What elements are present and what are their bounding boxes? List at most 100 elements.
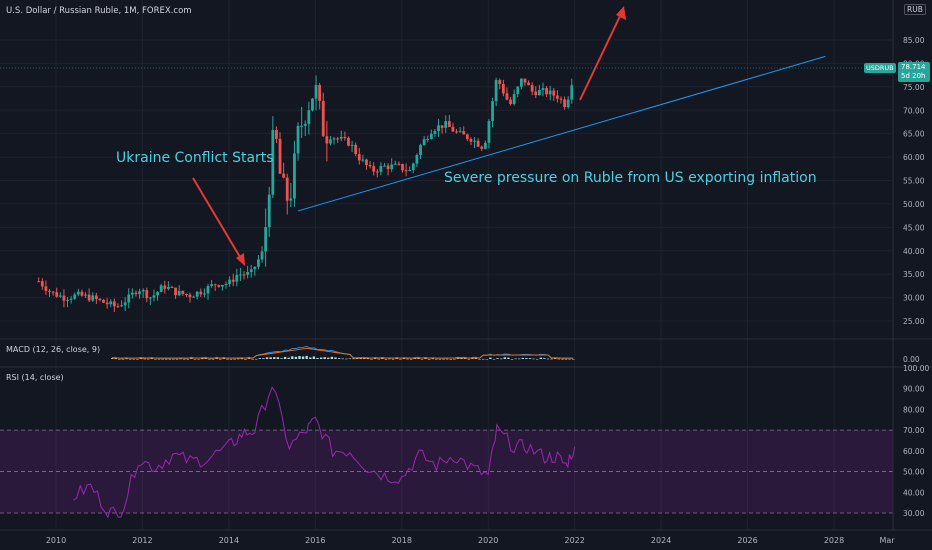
macd-histogram-bar bbox=[424, 358, 427, 359]
candle-body bbox=[361, 159, 365, 161]
candle-body bbox=[329, 139, 332, 144]
rsi-label[interactable]: RSI (14, close) bbox=[6, 373, 64, 382]
macd-histogram-bar bbox=[118, 359, 121, 360]
macd-zero-label: 0.00 bbox=[903, 355, 920, 364]
macd-histogram-bar bbox=[136, 358, 139, 360]
candle-body bbox=[541, 88, 545, 91]
candle-body bbox=[145, 290, 149, 299]
candle-body bbox=[102, 299, 105, 303]
macd-histogram-bar bbox=[554, 358, 557, 360]
y-tick-label: 75.00 bbox=[903, 83, 925, 92]
macd-histogram-bar bbox=[319, 357, 323, 359]
candle-body bbox=[465, 134, 469, 139]
candle-body bbox=[257, 259, 260, 267]
candle-body bbox=[458, 131, 462, 133]
x-tick-label: 2024 bbox=[651, 536, 671, 545]
candle-body bbox=[120, 305, 123, 307]
candle-body bbox=[307, 110, 311, 124]
candle-body bbox=[311, 98, 314, 111]
candle-body bbox=[116, 306, 120, 308]
candle-body bbox=[80, 291, 84, 296]
x-tick-label: 2022 bbox=[564, 536, 584, 545]
candle-body bbox=[354, 144, 358, 155]
macd-histogram-bar bbox=[561, 359, 564, 360]
candle-body bbox=[473, 140, 476, 142]
candle-body bbox=[523, 78, 527, 83]
macd-histogram-bar bbox=[445, 358, 449, 360]
candle-body bbox=[303, 123, 307, 126]
countdown: 5d 20h bbox=[901, 72, 926, 80]
candle-body bbox=[62, 295, 66, 301]
candle-body bbox=[444, 121, 448, 128]
conflict-arrow[interactable] bbox=[192, 177, 245, 266]
macd-histogram-bar bbox=[413, 358, 416, 359]
candle-body bbox=[347, 137, 350, 146]
macd-histogram-bar bbox=[330, 356, 334, 359]
macd-histogram-bar bbox=[208, 359, 211, 360]
candle-body bbox=[51, 291, 55, 293]
currency-badge[interactable]: RUB bbox=[904, 4, 926, 15]
breakout-arrow[interactable] bbox=[579, 6, 626, 101]
candle-body bbox=[570, 85, 574, 100]
macd-histogram-bar bbox=[114, 358, 117, 360]
candle-body bbox=[210, 284, 213, 287]
macd-histogram-bar bbox=[157, 359, 161, 360]
macd-histogram-bar bbox=[521, 357, 524, 359]
candle-body bbox=[152, 295, 156, 298]
macd-histogram-bar bbox=[168, 359, 172, 360]
candle-body bbox=[566, 99, 570, 108]
candle-body bbox=[231, 279, 235, 282]
macd-histogram-bar bbox=[294, 356, 298, 359]
candle-body bbox=[188, 294, 192, 298]
macd-histogram-bar bbox=[262, 358, 265, 359]
y-tick-label: 85.00 bbox=[903, 36, 925, 45]
candle-body bbox=[148, 297, 152, 299]
candle-body bbox=[455, 131, 458, 133]
macd-histogram-bar bbox=[291, 356, 294, 359]
macd-histogram-bar bbox=[366, 358, 370, 360]
candle-body bbox=[166, 287, 170, 289]
candle-body bbox=[138, 291, 141, 295]
candle-body bbox=[40, 281, 44, 287]
macd-label[interactable]: MACD (12, 26, close, 9) bbox=[6, 345, 101, 354]
macd-histogram-bar bbox=[258, 358, 262, 359]
candle-body bbox=[375, 171, 379, 173]
x-tick-label: 2014 bbox=[219, 536, 239, 545]
conflict-annotation[interactable]: Ukraine Conflict Starts bbox=[116, 150, 274, 166]
candle-body bbox=[419, 145, 422, 156]
candle-body bbox=[379, 165, 383, 172]
rsi-tick-label: 50.00 bbox=[903, 468, 925, 477]
candle-body bbox=[156, 291, 159, 296]
macd-histogram-bar bbox=[517, 358, 521, 360]
macd-histogram-bar bbox=[481, 358, 485, 360]
candle-body bbox=[350, 144, 354, 146]
macd-histogram-bar bbox=[298, 356, 301, 359]
candle-body bbox=[130, 292, 134, 295]
macd-histogram-bar bbox=[348, 358, 352, 360]
candle-body bbox=[91, 295, 95, 301]
candle-body bbox=[516, 86, 520, 95]
macd-histogram-bar bbox=[183, 359, 186, 360]
candle-body bbox=[426, 138, 430, 140]
macd-histogram-bar bbox=[283, 356, 287, 359]
macd-histogram-bar bbox=[121, 359, 125, 360]
macd-histogram-bar bbox=[496, 358, 499, 359]
macd-histogram-bar bbox=[110, 358, 114, 359]
y-tick-label: 35.00 bbox=[903, 270, 925, 279]
candle-body bbox=[249, 269, 253, 273]
rsi-tick-label: 70.00 bbox=[903, 426, 925, 435]
candle-body bbox=[271, 129, 275, 195]
macd-histogram-bar bbox=[420, 359, 424, 360]
trendline[interactable] bbox=[297, 55, 826, 212]
macd-histogram-bar bbox=[431, 358, 434, 360]
candle-body bbox=[242, 274, 246, 276]
candle-body bbox=[192, 296, 195, 298]
candle-body bbox=[300, 125, 304, 127]
candle-body bbox=[509, 99, 512, 105]
x-tick-label: Mar bbox=[879, 536, 895, 545]
candle-body bbox=[386, 165, 390, 170]
macd-histogram-bar bbox=[154, 359, 157, 360]
pressure-annotation[interactable]: Severe pressure on Ruble from US exporti… bbox=[444, 170, 817, 186]
candle-body bbox=[447, 121, 451, 127]
